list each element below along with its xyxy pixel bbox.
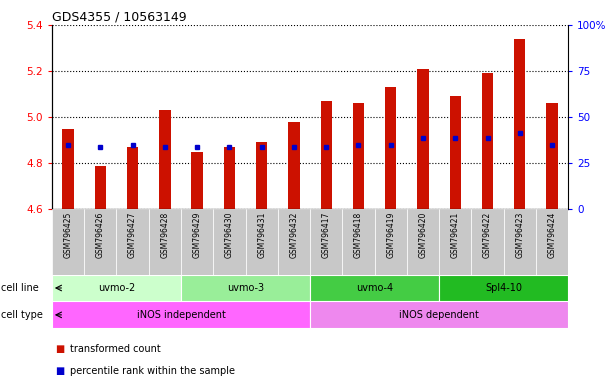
Text: iNOS independent: iNOS independent — [137, 310, 225, 320]
Bar — [52, 301, 310, 328]
Text: uvmo-3: uvmo-3 — [227, 283, 264, 293]
Bar — [385, 87, 397, 209]
Bar — [95, 166, 106, 209]
Bar — [439, 275, 568, 301]
Bar — [52, 275, 181, 301]
Bar — [342, 209, 375, 275]
Bar — [439, 209, 472, 275]
Text: GSM796429: GSM796429 — [192, 212, 202, 258]
Bar — [546, 103, 558, 209]
Bar — [503, 209, 536, 275]
Text: uvmo-4: uvmo-4 — [356, 283, 393, 293]
Bar — [256, 142, 268, 209]
Bar — [482, 73, 493, 209]
Text: GSM796420: GSM796420 — [419, 212, 428, 258]
Text: GSM796430: GSM796430 — [225, 212, 234, 258]
Text: transformed count: transformed count — [70, 344, 161, 354]
Text: GSM796426: GSM796426 — [96, 212, 105, 258]
Bar — [224, 147, 235, 209]
Bar — [62, 129, 74, 209]
Text: uvmo-2: uvmo-2 — [98, 283, 135, 293]
Text: GSM796418: GSM796418 — [354, 212, 363, 258]
Text: Spl4-10: Spl4-10 — [485, 283, 522, 293]
Text: GSM796425: GSM796425 — [64, 212, 73, 258]
Text: cell line: cell line — [1, 283, 39, 293]
Text: GSM796419: GSM796419 — [386, 212, 395, 258]
Bar — [117, 209, 148, 275]
Bar — [148, 209, 181, 275]
Bar — [191, 152, 203, 209]
Text: GSM796423: GSM796423 — [515, 212, 524, 258]
Text: iNOS dependent: iNOS dependent — [399, 310, 479, 320]
Bar — [407, 209, 439, 275]
Bar — [310, 209, 342, 275]
Bar — [353, 103, 364, 209]
Text: GSM796424: GSM796424 — [547, 212, 557, 258]
Bar — [246, 209, 278, 275]
Bar — [181, 275, 310, 301]
Text: GSM796421: GSM796421 — [451, 212, 460, 258]
Bar — [450, 96, 461, 209]
Text: GSM796431: GSM796431 — [257, 212, 266, 258]
Text: GSM796432: GSM796432 — [290, 212, 298, 258]
Text: cell type: cell type — [1, 310, 43, 320]
Text: GDS4355 / 10563149: GDS4355 / 10563149 — [52, 11, 186, 24]
Bar — [52, 209, 84, 275]
Bar — [213, 209, 246, 275]
Bar — [278, 209, 310, 275]
Bar — [288, 122, 299, 209]
Bar — [127, 147, 138, 209]
Text: GSM796428: GSM796428 — [160, 212, 169, 258]
Bar — [514, 39, 525, 209]
Text: GSM796422: GSM796422 — [483, 212, 492, 258]
Bar — [181, 209, 213, 275]
Bar — [310, 275, 439, 301]
Bar — [417, 69, 429, 209]
Text: ■: ■ — [55, 344, 64, 354]
Bar — [472, 209, 503, 275]
Text: ■: ■ — [55, 366, 64, 376]
Bar — [84, 209, 117, 275]
Text: GSM796417: GSM796417 — [322, 212, 331, 258]
Bar — [321, 101, 332, 209]
Text: GSM796427: GSM796427 — [128, 212, 137, 258]
Bar — [536, 209, 568, 275]
Text: percentile rank within the sample: percentile rank within the sample — [70, 366, 235, 376]
Bar — [159, 110, 170, 209]
Bar — [310, 301, 568, 328]
Bar — [375, 209, 407, 275]
